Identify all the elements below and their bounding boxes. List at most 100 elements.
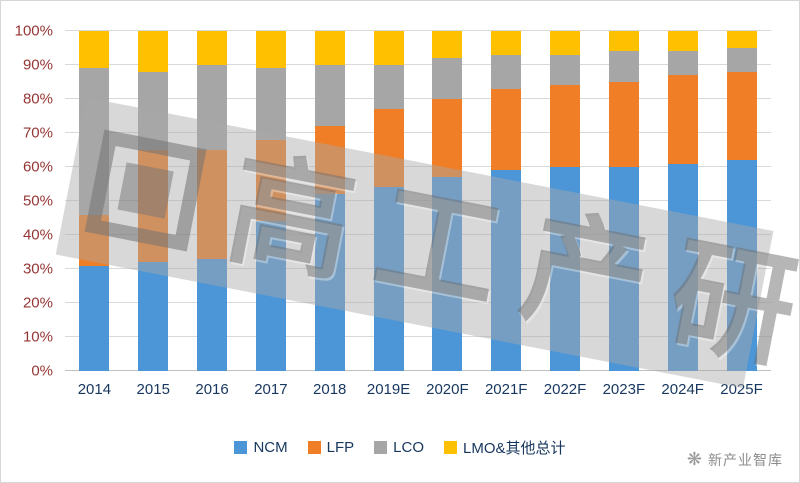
- bar-segment-LMO&其他总计: [726, 31, 757, 49]
- legend-swatch: [307, 441, 321, 454]
- x-axis-label: 2019E: [366, 381, 411, 398]
- bar-segment-NCM: [314, 194, 345, 371]
- legend-label: LCO: [393, 439, 424, 456]
- bar-2019E: [373, 31, 404, 371]
- legend-label: NCM: [253, 439, 288, 456]
- gridline: [65, 200, 771, 201]
- bar-segment-LCO: [726, 48, 757, 72]
- gridline: [65, 268, 771, 269]
- bar-slot: 2025F: [712, 31, 771, 398]
- bar-segment-NCM: [255, 221, 286, 371]
- bar-segment-LFP: [432, 99, 463, 178]
- bar-slot: 2020F: [418, 31, 477, 398]
- legend-swatch: [374, 441, 388, 454]
- bar-slot: 2018: [300, 31, 359, 398]
- gridline: [65, 30, 771, 31]
- bar-segment-LCO: [432, 58, 463, 100]
- x-axis-label: 2015: [136, 381, 170, 398]
- bar-2025F: [726, 31, 757, 371]
- plot-area: 2014 2015 2016 2017 2018 2019E 2020F 2021F 2022F…: [65, 30, 771, 398]
- bar-segment-LFP: [608, 82, 639, 167]
- bar-2021F: [491, 31, 522, 371]
- bar-segment-LCO: [314, 65, 345, 127]
- bar-2022F: [550, 31, 581, 371]
- bar-2024F: [667, 31, 698, 371]
- legend-swatch: [444, 441, 457, 454]
- legend-item-LCO: LCO: [374, 439, 424, 456]
- bar-segment-LMO&其他总计: [491, 31, 522, 55]
- bar-segment-LFP: [726, 71, 757, 161]
- bar-segment-NCM: [79, 265, 110, 371]
- x-axis-label: 2024F: [661, 381, 704, 398]
- y-axis-label: 50%: [22, 192, 53, 210]
- bar-segment-LFP: [138, 150, 169, 263]
- bar-slot: 2019E: [359, 31, 418, 398]
- bar-segment-LFP: [255, 139, 286, 222]
- gridline: [65, 336, 771, 337]
- bar-segment-NCM: [432, 177, 463, 371]
- gridline: [65, 64, 771, 65]
- bar-segment-LCO: [138, 71, 169, 151]
- bars: 2014 2015 2016 2017 2018 2019E 2020F 2021F 2022F…: [65, 31, 771, 398]
- x-axis-label: 2017: [254, 381, 288, 398]
- y-axis-label: 0%: [31, 362, 53, 380]
- gridline: [65, 234, 771, 235]
- bar-slot: 2016: [183, 31, 242, 398]
- x-axis-label: 2018: [313, 381, 347, 398]
- bar-segment-NCM: [197, 258, 228, 371]
- bar-2020F: [432, 31, 463, 371]
- y-axis-label: 30%: [22, 260, 53, 278]
- bar-segment-NCM: [726, 160, 757, 371]
- bar-segment-LCO: [550, 54, 581, 86]
- bar-slot: 2022F: [536, 31, 595, 398]
- bar-2015: [138, 31, 169, 371]
- y-axis: 0% 10% 20% 30% 40% 50% 60% 70% 80% 90% 100%: [1, 23, 59, 380]
- bar-segment-LFP: [314, 126, 345, 195]
- bar-segment-LCO: [79, 68, 110, 215]
- bar-segment-LMO&其他总计: [197, 31, 228, 66]
- gridline: [65, 132, 771, 133]
- y-axis-label: 10%: [22, 328, 53, 346]
- legend-item-LFP: LFP: [307, 439, 355, 456]
- gridline: [65, 98, 771, 99]
- bar-slot: 2021F: [477, 31, 536, 398]
- bar-segment-LCO: [197, 65, 228, 151]
- bar-segment-NCM: [138, 262, 169, 371]
- gridline: [65, 166, 771, 167]
- bar-segment-NCM: [373, 187, 404, 371]
- bar-segment-LFP: [373, 109, 404, 188]
- bar-slot: 2024F: [653, 31, 712, 398]
- bar-slot: 2014: [65, 31, 124, 398]
- bar-segment-LFP: [667, 75, 698, 164]
- legend: NCM LFP LCO LMO&其他总计: [1, 437, 799, 458]
- bar-2018: [314, 31, 345, 371]
- legend-item-NCM: NCM: [234, 439, 288, 456]
- bar-segment-NCM: [491, 170, 522, 371]
- bar-segment-LMO&其他总计: [550, 31, 581, 55]
- legend-label: LMO&其他总计: [463, 440, 566, 457]
- y-axis-label: 20%: [22, 294, 53, 312]
- gridline: [65, 370, 771, 371]
- bar-segment-LCO: [255, 68, 286, 140]
- legend-label: LFP: [326, 439, 355, 456]
- x-axis-label: 2020F: [426, 381, 469, 398]
- dandelion-icon: ❋: [686, 449, 702, 469]
- bar-segment-LMO&其他总计: [79, 31, 110, 69]
- bar-2023F: [608, 31, 639, 371]
- bar-segment-NCM: [550, 167, 581, 371]
- x-axis-label: 2014: [77, 381, 112, 398]
- bar-segment-LFP: [491, 88, 522, 171]
- bar-segment-LFP: [79, 214, 110, 266]
- y-axis-label: 80%: [22, 90, 53, 108]
- bar-segment-LCO: [608, 51, 639, 82]
- bar-segment-NCM: [667, 163, 698, 371]
- y-axis-label: 40%: [22, 226, 53, 244]
- bar-slot: 2017: [241, 31, 300, 398]
- x-axis-label: 2025F: [720, 381, 763, 398]
- legend-item-LMO&其他总计: LMO&其他总计: [444, 437, 566, 458]
- gridline: [65, 302, 771, 303]
- bar-segment-LCO: [491, 54, 522, 89]
- bar-segment-LMO&其他总计: [608, 31, 639, 52]
- bar-segment-LMO&其他总计: [432, 31, 463, 59]
- brand-name: 新产业智库: [708, 451, 783, 468]
